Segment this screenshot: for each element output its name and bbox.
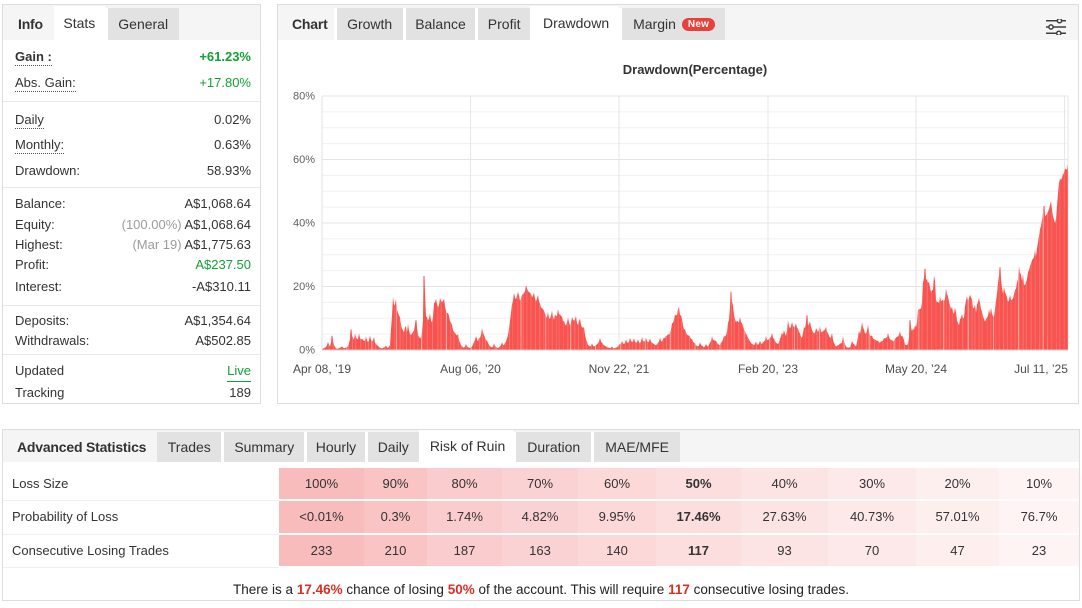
svg-text:Aug 06, ’20: Aug 06, ’20 — [440, 362, 501, 376]
svg-text:Feb 20, ’23: Feb 20, ’23 — [738, 362, 798, 376]
svg-text:May 20, ’24: May 20, ’24 — [885, 362, 947, 376]
svg-text:0%: 0% — [299, 345, 315, 357]
svg-text:Jul 11, ’25: Jul 11, ’25 — [1014, 362, 1068, 376]
svg-text:60%: 60% — [293, 154, 315, 166]
svg-text:Apr 08, ’19: Apr 08, ’19 — [293, 362, 351, 376]
svg-text:20%: 20% — [293, 281, 315, 293]
svg-text:80%: 80% — [293, 91, 315, 103]
svg-text:Nov 22, ’21: Nov 22, ’21 — [589, 362, 650, 376]
svg-text:Drawdown(Percentage): Drawdown(Percentage) — [623, 62, 767, 77]
svg-text:40%: 40% — [293, 218, 315, 230]
